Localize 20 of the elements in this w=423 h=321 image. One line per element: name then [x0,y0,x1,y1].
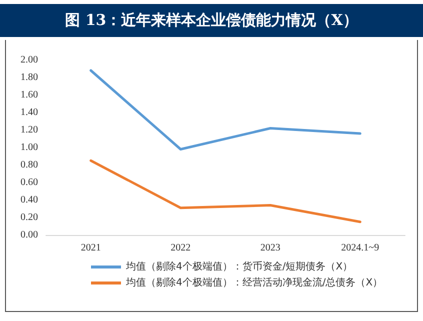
line-series [90,159,362,224]
legend-label: 均值（剔除4个极端值）：经营活动净现金流/总债务（X） [125,276,383,288]
y-tick-label: 1.00 [20,142,38,153]
y-tick-label: 1.40 [20,107,38,118]
y-tick-label: 0.60 [20,177,38,188]
y-tick-label: 1.60 [20,90,38,100]
y-tick-label: 0.80 [20,160,38,170]
x-tick-label: 2021 [80,242,101,254]
chart-title: 图 13：近年来样本企业偿债能力情况（X） [0,4,423,37]
y-tick-label: 2.00 [20,54,38,66]
y-tick-label: 0.00 [20,230,38,240]
x-tick-label: 2023 [260,242,280,254]
x-tick-label: 2022 [170,242,191,254]
x-tick-label: 2024.1~9 [341,242,380,254]
legend-label: 均值（剔除4个极端值）：货币资金/短期债务（X） [125,260,353,272]
y-tick-label: 0.20 [20,212,38,223]
line-series [90,69,362,150]
y-tick-label: 1.20 [20,124,38,136]
y-tick-label: 1.80 [20,72,38,83]
y-tick-label: 0.40 [20,194,38,206]
